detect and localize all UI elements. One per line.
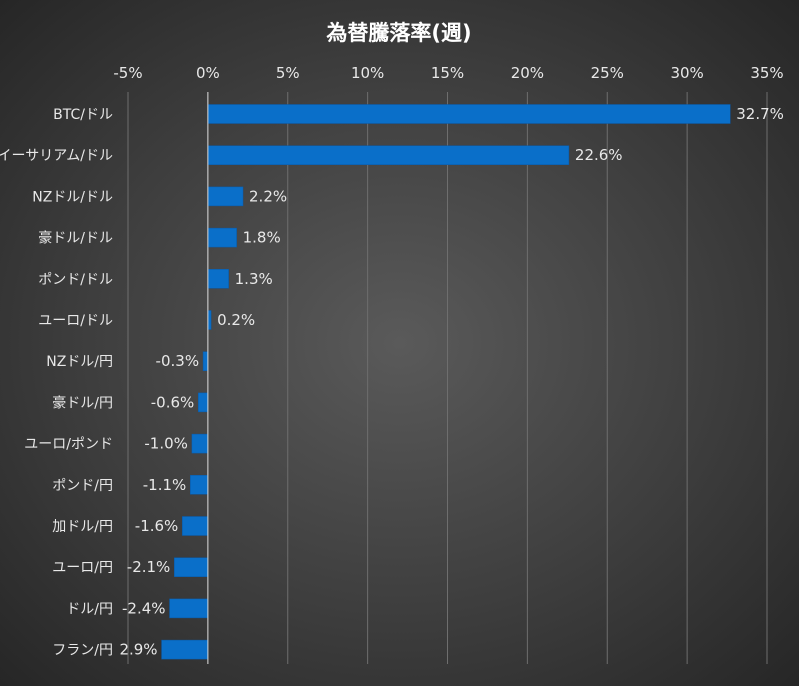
data-label: -2.4% <box>122 599 166 617</box>
category-label: ポンド/ドル <box>38 272 113 288</box>
data-label: -1.1% <box>143 476 187 494</box>
gridlines <box>127 92 768 664</box>
bars <box>161 104 731 660</box>
x-tick-label: 35% <box>750 64 783 82</box>
category-label: 豪ドル/円 <box>52 395 113 411</box>
bar <box>161 639 209 660</box>
bar <box>207 104 731 124</box>
data-label: -1.6% <box>135 517 179 535</box>
category-label: ドル/円 <box>66 601 113 617</box>
x-tick-label: 30% <box>670 64 703 82</box>
x-tick-label: 10% <box>351 64 384 82</box>
x-tick-label: 20% <box>511 64 544 82</box>
data-label: 2.2% <box>249 187 287 205</box>
bar <box>174 557 209 577</box>
category-label: ポンド/円 <box>52 478 113 494</box>
bar <box>202 351 209 371</box>
category-label: NZドル/円 <box>46 354 113 370</box>
data-label: -0.6% <box>151 393 195 411</box>
data-label: 22.6% <box>575 146 623 164</box>
bar <box>191 433 209 454</box>
bar <box>207 227 237 248</box>
category-label: BTC/ドル <box>53 107 113 123</box>
category-label: ユーロ/ポンド <box>24 437 113 453</box>
category-label: ユーロ/ドル <box>38 313 113 329</box>
category-label: イーサリアム/ドル <box>0 148 113 164</box>
bar <box>198 392 209 413</box>
bar <box>207 186 244 207</box>
bar <box>207 269 229 289</box>
x-axis-ticks: -5% 0% 5% 10% 15% 20% 25% 30% 35% <box>113 64 783 82</box>
bar <box>190 475 209 495</box>
category-label: 豪ドル/ドル <box>38 231 113 247</box>
category-label: 加ドル/円 <box>52 519 113 535</box>
data-label: 1.8% <box>243 229 281 247</box>
data-label: 0.2% <box>217 311 255 329</box>
bar <box>182 516 209 536</box>
data-label: -2.1% <box>127 558 171 576</box>
chart-title: 為替騰落率(週) <box>326 21 471 45</box>
bar <box>207 145 570 165</box>
x-tick-label: 0% <box>196 64 220 82</box>
data-label: 32.7% <box>736 105 784 123</box>
category-label: ユーロ/円 <box>52 560 113 576</box>
data-label: 2.9% <box>119 641 157 659</box>
data-label: 1.3% <box>235 270 273 288</box>
x-tick-label: 5% <box>276 64 300 82</box>
x-tick-label: 25% <box>591 64 624 82</box>
x-tick-label: 15% <box>431 64 464 82</box>
bar <box>169 598 209 619</box>
category-label: NZドル/ドル <box>32 189 113 205</box>
category-label: フラン/円 <box>52 643 113 659</box>
data-label: -0.3% <box>156 352 200 370</box>
data-label: -1.0% <box>144 435 188 453</box>
data-labels: 32.7% 22.6% 2.2% 1.8% 1.3% 0.2% -0.3% -0.6% -1.0… <box>119 105 783 659</box>
x-tick-label: -5% <box>113 64 142 82</box>
